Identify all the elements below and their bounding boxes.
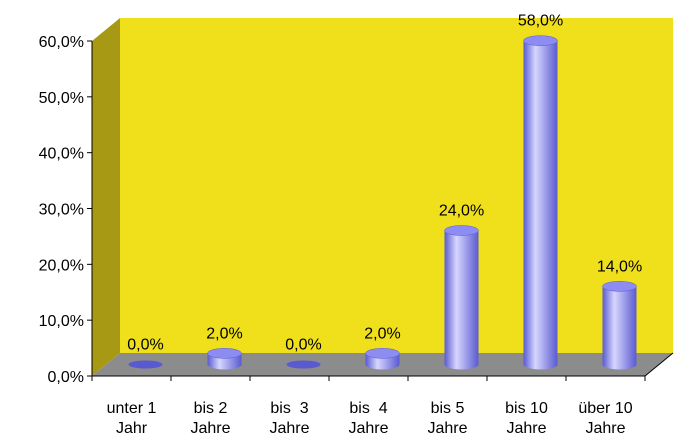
back-wall [120, 18, 673, 353]
x-tick-label: über 10 Jahre [578, 400, 632, 437]
x-axis: unter 1 Jahr bis 2 Jahre bis 3 Jahre bis 4 Jahr… [91, 352, 674, 437]
bar-top [207, 348, 242, 359]
bar-top [365, 348, 400, 359]
data-label: 58,0% [518, 13, 563, 30]
data-label: 24,0% [439, 203, 484, 220]
bar [444, 230, 479, 370]
data-label: 0,0% [127, 337, 163, 354]
side-wall [92, 18, 120, 376]
y-tick-label: 20,0% [39, 257, 84, 274]
data-label: 14,0% [597, 258, 642, 275]
x-tick-label: bis 2 Jahre [190, 400, 230, 437]
y-tick-label: 60,0% [39, 34, 84, 51]
y-tick-label: 0,0% [48, 369, 84, 386]
y-tick-label: 40,0% [39, 146, 84, 163]
x-tick-label: unter 1 Jahr [107, 400, 157, 437]
data-label: 2,0% [364, 325, 400, 342]
data-label: 0,0% [285, 337, 321, 354]
bar-top [602, 281, 637, 292]
bar-top [523, 35, 558, 46]
x-tick-label: bis 10 Jahre [505, 400, 548, 437]
y-tick-label: 50,0% [39, 90, 84, 107]
bar [523, 40, 558, 370]
bar [286, 360, 321, 369]
x-tick-label: bis 5 Jahre [427, 400, 467, 437]
bar [602, 286, 637, 370]
bar [128, 360, 163, 369]
bars: 0,0% 2,0% 0,0% 2,0% 24,0% 58,0% 14,0% [127, 13, 642, 370]
y-tick-label: 10,0% [39, 313, 84, 330]
x-tick-label: bis 4 Jahre [348, 400, 388, 437]
bar-top [444, 225, 479, 236]
x-tick-label: bis 3 Jahre [269, 400, 309, 437]
data-label: 2,0% [206, 325, 242, 342]
y-axis: 0,0% 10,0% 20,0% 30,0% 40,0% 50,0% 60,0% [39, 34, 93, 386]
chart-walls [92, 18, 673, 376]
floor-right-edge [644, 352, 674, 377]
y-tick-label: 30,0% [39, 202, 84, 219]
